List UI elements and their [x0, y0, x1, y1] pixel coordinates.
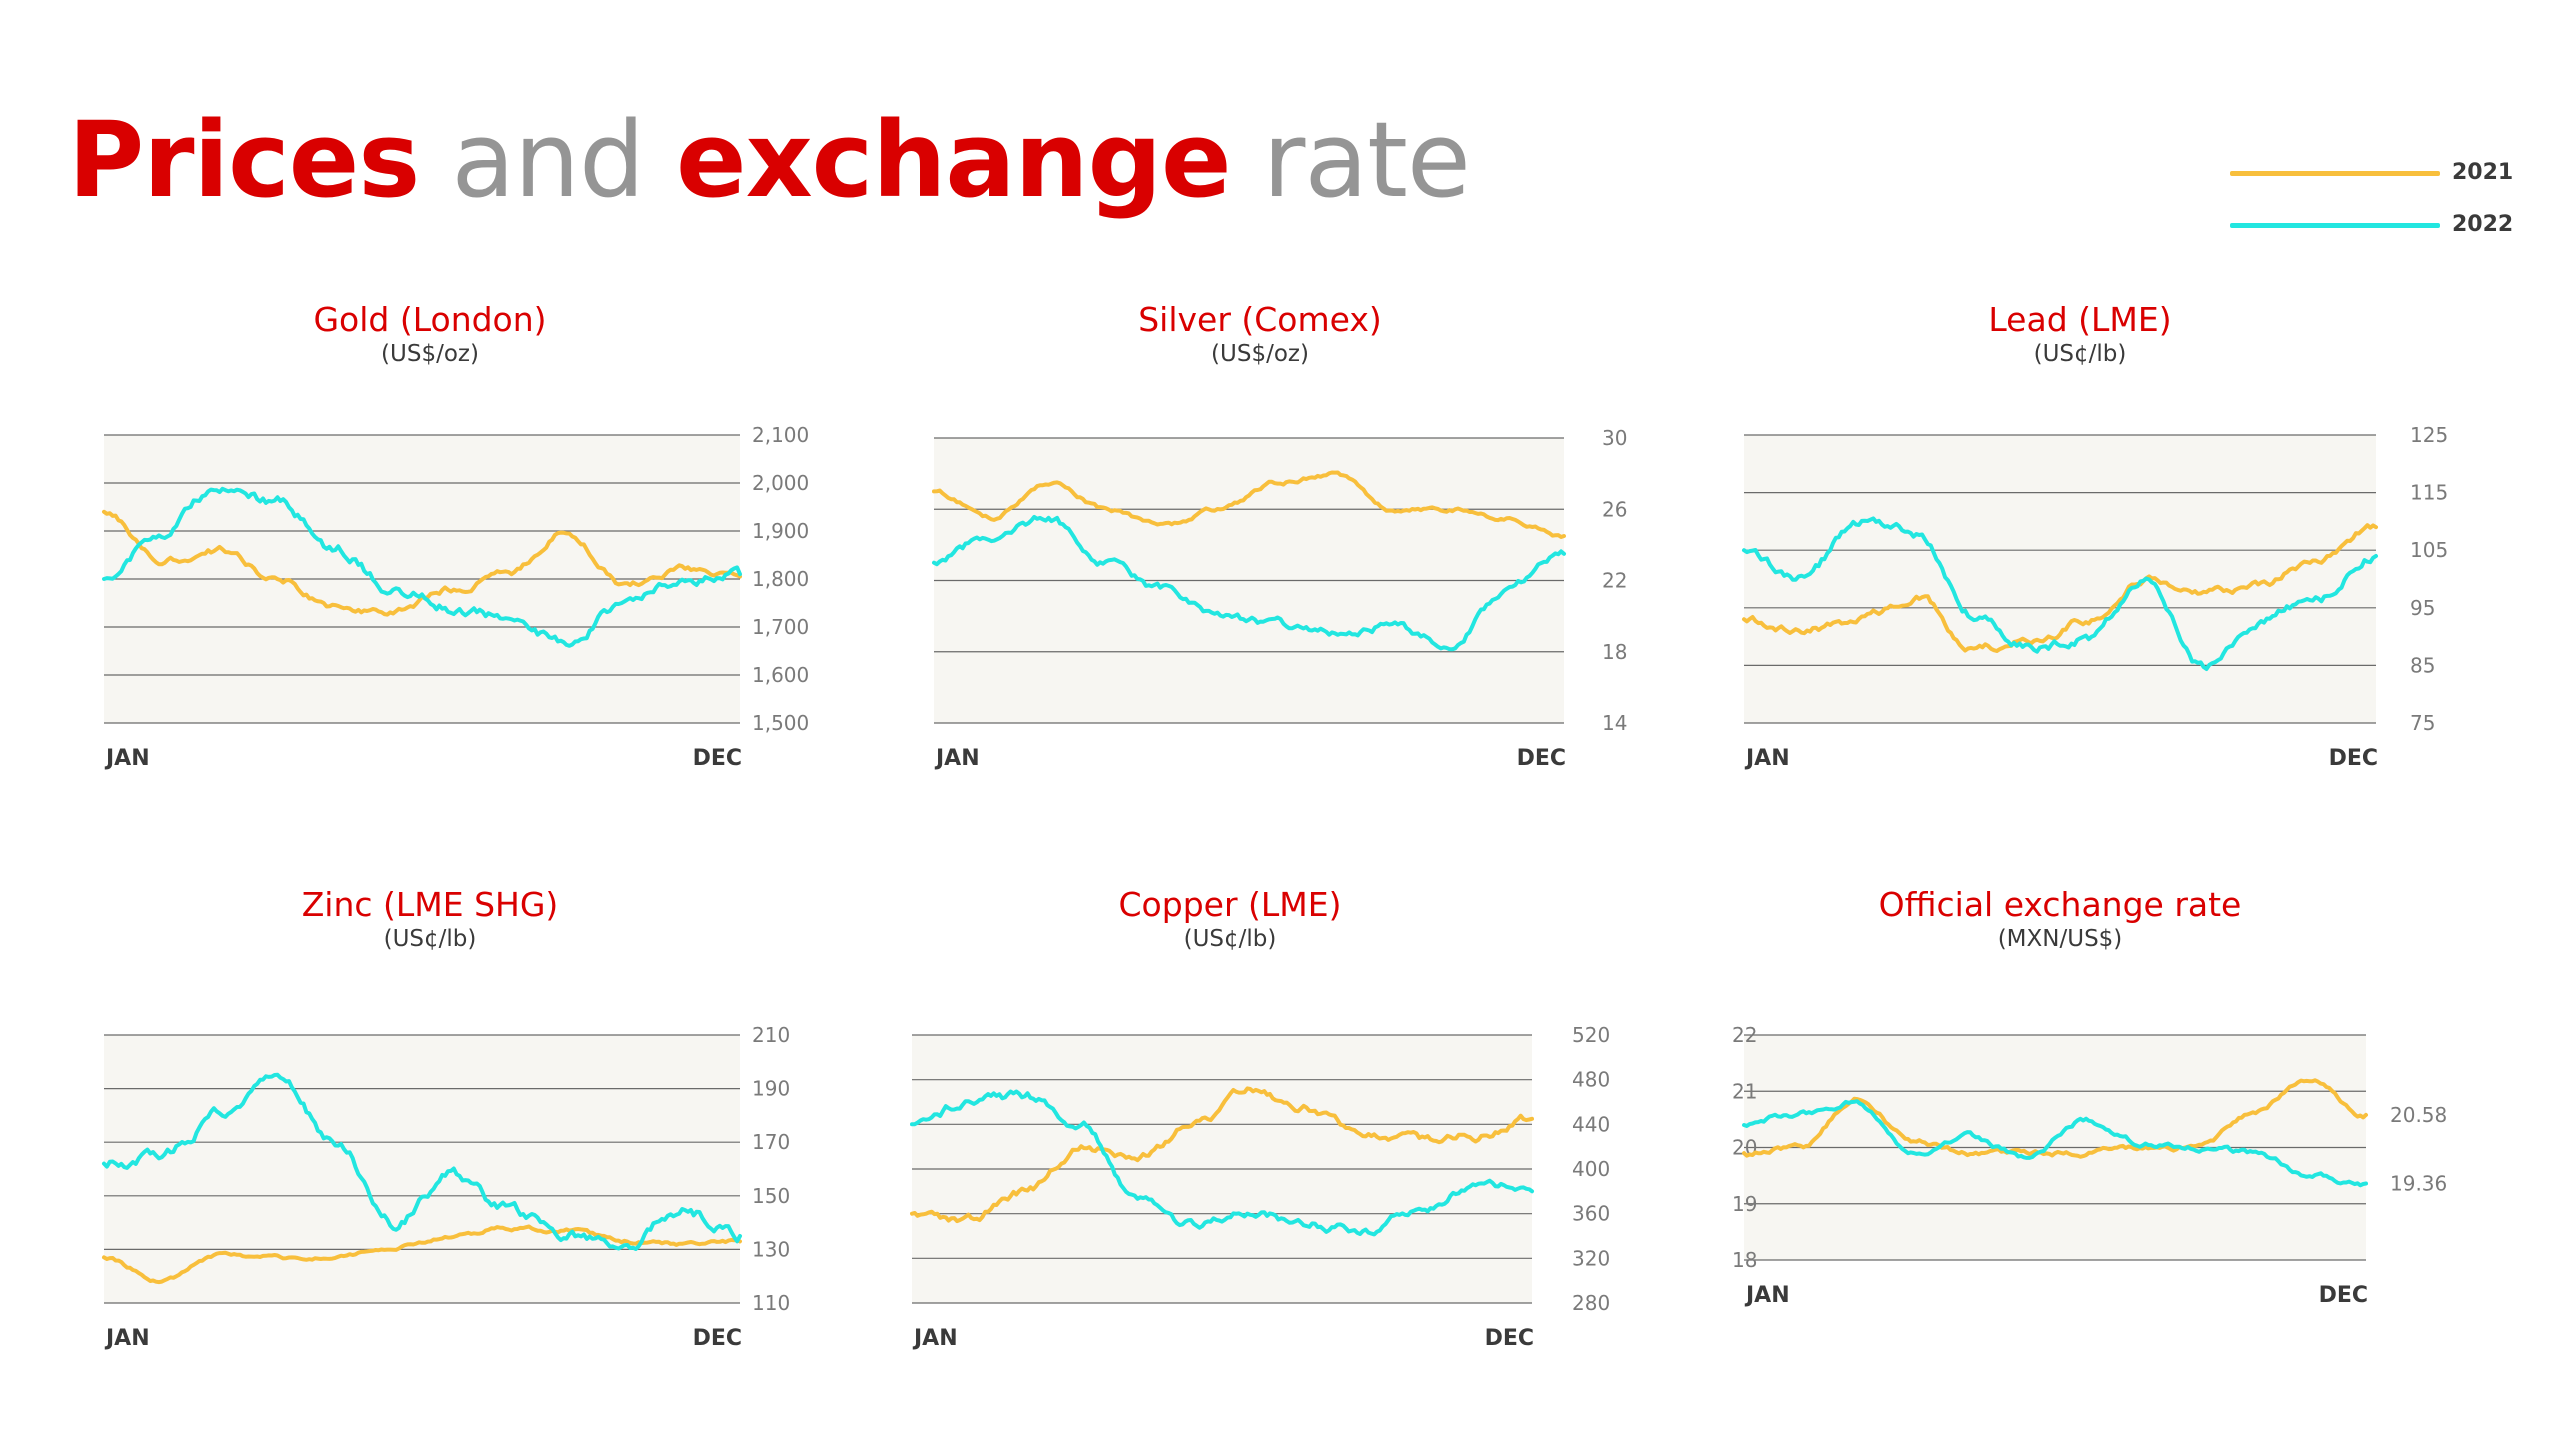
- series-line-2022: [102, 486, 742, 648]
- y-tick-label: 1,700: [752, 615, 809, 639]
- x-label-end: DEC: [693, 746, 742, 771]
- y-tick-label: 320: [1572, 1246, 1610, 1270]
- series-line-2022: [1742, 516, 2378, 671]
- y-tick-label: 14: [1602, 711, 1627, 735]
- x-label-end: DEC: [1485, 1326, 1534, 1351]
- y-tick-label: 1,900: [752, 519, 809, 543]
- x-label-start: JAN: [912, 1326, 958, 1351]
- end-value-label-2021: 20.58: [2390, 1103, 2447, 1127]
- chart-unit: (US¢/lb): [2033, 341, 2127, 367]
- y-tick-label: 26: [1602, 497, 1627, 521]
- y-tick-label: 21: [1732, 1079, 1757, 1103]
- chart-title: Copper (LME): [1118, 885, 1342, 924]
- chart-unit: (US$/oz): [1211, 341, 1309, 367]
- chart-silver: Silver (Comex) (US$/oz) 14 18 22 26 30 JAN DEC: [870, 300, 1650, 860]
- chart-unit: (MXN/US$): [1997, 926, 2123, 952]
- legend-item-2022: 2022: [2230, 210, 2530, 240]
- x-label-start: JAN: [104, 1326, 150, 1351]
- chart-lead: Lead (LME) (US¢/lb) 75 85 95 105 115 125 JAN DE…: [1690, 300, 2470, 860]
- x-label-start: JAN: [104, 746, 150, 771]
- y-tick-label: 280: [1572, 1291, 1610, 1315]
- series-line-2021: [910, 1086, 1534, 1224]
- chart-plot: 14 18 22 26 30 JAN DEC: [932, 426, 1627, 771]
- chart-plot: 110 130 150 170 190 210 JAN DEC: [102, 1023, 790, 1351]
- x-label-start: JAN: [934, 746, 980, 771]
- y-tick-label: 110: [752, 1291, 790, 1315]
- chart-copper: Copper (LME) (US¢/lb) 280 320 360 400 440 480…: [840, 885, 1620, 1445]
- y-tick-label: 22: [1732, 1023, 1757, 1047]
- y-tick-label: 190: [752, 1077, 790, 1101]
- chart-title: Silver (Comex): [1138, 300, 1382, 339]
- chart-unit: (US$/oz): [381, 341, 479, 367]
- page-title: Prices and exchange rate: [68, 108, 1471, 212]
- y-tick-label: 19: [1732, 1192, 1757, 1216]
- x-label-end: DEC: [2329, 746, 2378, 771]
- y-tick-label: 210: [752, 1023, 790, 1047]
- series-line-2021: [102, 1224, 742, 1285]
- y-tick-label: 1,800: [752, 567, 809, 591]
- chart-unit: (US¢/lb): [1183, 926, 1277, 952]
- series-line-2021: [932, 470, 1566, 539]
- y-tick-label: 400: [1572, 1157, 1610, 1181]
- y-tick-label: 125: [2410, 423, 2448, 447]
- x-label-start: JAN: [1744, 746, 1790, 771]
- y-tick-label: 105: [2410, 538, 2448, 562]
- y-tick-label: 480: [1572, 1068, 1610, 1092]
- legend-label-2022: 2022: [2452, 212, 2514, 237]
- legend-line-2022: [2230, 223, 2440, 228]
- series-line-2022: [102, 1072, 742, 1251]
- series-line-2022: [1742, 1099, 2368, 1188]
- y-tick-label: 2,000: [752, 471, 809, 495]
- chart-plot: 75 85 95 105 115 125 JAN DEC: [1742, 423, 2448, 771]
- chart-plot: 280 320 360 400 440 480 520 JAN DEC: [910, 1023, 1610, 1351]
- chart-unit: (US¢/lb): [383, 926, 477, 952]
- legend-item-2021: 2021: [2230, 158, 2530, 188]
- chart-title: Lead (LME): [1988, 300, 2172, 339]
- title-part-exchange: exchange: [676, 99, 1232, 221]
- x-label-end: DEC: [2319, 1283, 2368, 1308]
- y-tick-label: 30: [1602, 426, 1627, 450]
- legend: 2021 2022: [2230, 158, 2530, 238]
- chart-plot: 1,500 1,600 1,700 1,800 1,900 2,000 2,100 JAN DE…: [102, 423, 809, 771]
- x-label-end: DEC: [693, 1326, 742, 1351]
- series-line-2022: [910, 1089, 1534, 1237]
- y-tick-label: 1,600: [752, 663, 809, 687]
- y-tick-label: 22: [1602, 569, 1627, 593]
- chart-title: Zinc (LME SHG): [301, 885, 559, 924]
- y-tick-label: 95: [2410, 596, 2435, 620]
- series-line-2022: [932, 514, 1566, 652]
- y-tick-label: 360: [1572, 1202, 1610, 1226]
- y-tick-label: 1,500: [752, 711, 809, 735]
- y-tick-label: 520: [1572, 1023, 1610, 1047]
- legend-line-2021: [2230, 171, 2440, 176]
- chart-exchange-rate: Official exchange rate (MXN/US$) 18 19 20 2…: [1670, 885, 2450, 1445]
- y-tick-label: 150: [752, 1184, 790, 1208]
- chart-title: Official exchange rate: [1878, 885, 2242, 924]
- title-part-prices: Prices: [68, 99, 420, 221]
- x-label-end: DEC: [1517, 746, 1566, 771]
- y-tick-label: 115: [2410, 481, 2448, 505]
- y-tick-label: 18: [1732, 1248, 1757, 1272]
- y-tick-label: 440: [1572, 1112, 1610, 1136]
- end-value-label-2022: 19.36: [2390, 1172, 2447, 1196]
- y-tick-label: 85: [2410, 653, 2435, 677]
- y-tick-label: 18: [1602, 640, 1627, 664]
- y-tick-label: 75: [2410, 711, 2435, 735]
- y-tick-label: 170: [752, 1130, 790, 1154]
- series-line-2021: [1742, 523, 2378, 653]
- y-tick-label: 130: [752, 1237, 790, 1261]
- chart-zinc: Zinc (LME SHG) (US¢/lb) 110 130 150 170 190 2…: [40, 885, 820, 1445]
- title-part-rate: rate: [1262, 99, 1471, 221]
- legend-label-2021: 2021: [2452, 160, 2514, 185]
- plot-background: [1744, 435, 2376, 723]
- chart-title: Gold (London): [313, 300, 547, 339]
- chart-gold: Gold (London) (US$/oz) 1,500 1,600 1,700 1,…: [40, 300, 820, 860]
- title-part-and: and: [451, 99, 645, 221]
- x-label-start: JAN: [1744, 1283, 1790, 1308]
- y-tick-label: 2,100: [752, 423, 809, 447]
